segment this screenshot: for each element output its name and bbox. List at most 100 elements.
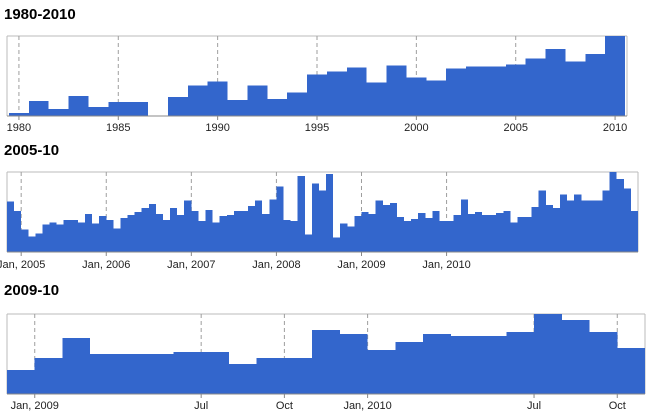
bar <box>84 214 93 252</box>
bar <box>505 64 526 116</box>
bar <box>367 350 396 394</box>
bar <box>228 364 257 394</box>
bar <box>418 213 426 252</box>
bar <box>439 221 447 252</box>
bar <box>113 228 121 252</box>
bar <box>525 58 546 116</box>
chart-2009-10: Jan, 2009 Jul Oct Jan, 2010 Jul Oct <box>6 313 646 412</box>
bar <box>395 342 424 394</box>
bar <box>56 224 64 252</box>
x-tick-label: Jan, 2007 <box>167 259 215 271</box>
bar <box>177 215 185 252</box>
x-tick-label: Jan, 2005 <box>0 259 45 271</box>
bar <box>205 209 213 252</box>
bar <box>386 65 407 116</box>
bar <box>585 53 606 116</box>
x-tick-label: Jan, 2009 <box>11 400 59 412</box>
bar <box>375 200 383 252</box>
bar <box>609 172 617 252</box>
bar <box>155 214 163 252</box>
bar <box>496 213 504 252</box>
chart-1980-2010: 1980 1985 1990 1995 2000 2005 2010 <box>6 35 628 134</box>
bar <box>616 179 624 252</box>
bar <box>226 215 234 252</box>
bar <box>70 220 78 252</box>
bar <box>460 199 468 252</box>
bar <box>326 174 334 252</box>
bar <box>423 334 451 394</box>
bar <box>167 97 188 116</box>
bar <box>326 71 347 116</box>
x-tick-label: 2005 <box>503 122 527 134</box>
bar <box>453 215 461 252</box>
bar <box>368 214 376 252</box>
chart-2005-10: Jan, 2005 Jan, 2006 Jan, 2007 Jan, 2008 Jan,… <box>0 171 639 271</box>
bar <box>466 66 486 116</box>
bar <box>34 358 63 394</box>
bar <box>21 229 29 252</box>
bar <box>283 220 291 252</box>
bar <box>340 223 348 252</box>
bar <box>478 336 507 394</box>
bar <box>589 332 618 394</box>
bar <box>233 210 241 252</box>
bar <box>128 102 149 116</box>
bar <box>304 234 312 252</box>
x-tick-label: 1985 <box>106 122 130 134</box>
x-tick-label: Jul <box>527 400 541 412</box>
bar <box>474 212 483 252</box>
bar <box>312 330 340 394</box>
bar <box>14 210 22 252</box>
bar <box>482 215 490 252</box>
bar <box>485 66 506 116</box>
bar <box>581 200 589 252</box>
x-tick-label: Oct <box>276 400 293 412</box>
bar <box>339 334 368 394</box>
bar <box>227 100 248 116</box>
x-tick-label: Jan, 2010 <box>343 400 391 412</box>
bar <box>106 220 114 252</box>
bar <box>201 352 229 394</box>
bar <box>432 210 440 252</box>
bar <box>262 214 270 252</box>
bar <box>531 206 539 252</box>
bar <box>284 358 313 394</box>
bar <box>361 212 369 252</box>
bar <box>552 207 561 252</box>
bar <box>425 218 433 252</box>
x-tick-label: 2000 <box>404 122 428 134</box>
x-tick-label: Jan, 2009 <box>337 259 385 271</box>
bar <box>207 81 228 116</box>
bar <box>62 338 91 394</box>
bar <box>354 216 362 252</box>
bar <box>565 61 586 116</box>
bar <box>134 212 142 252</box>
bar <box>198 221 206 252</box>
bar <box>247 85 268 116</box>
bar <box>333 237 341 252</box>
bar <box>68 96 89 116</box>
bar <box>248 205 256 252</box>
bar <box>426 80 447 116</box>
bar <box>28 101 49 116</box>
bar <box>290 221 298 252</box>
bar <box>117 354 146 394</box>
bar <box>90 354 118 394</box>
bar <box>219 216 227 252</box>
bar <box>406 77 427 116</box>
bar <box>48 109 69 116</box>
bar <box>595 200 603 252</box>
bar <box>276 186 284 252</box>
bar <box>240 210 249 252</box>
bar <box>255 200 263 252</box>
bar <box>588 200 596 252</box>
bar <box>467 214 475 252</box>
x-tick-label: Jul <box>194 400 208 412</box>
bar <box>99 216 107 252</box>
bar <box>617 348 645 394</box>
bar <box>8 113 29 116</box>
bar <box>256 358 285 394</box>
x-tick-label: Jan, 2010 <box>422 259 470 271</box>
bar <box>148 203 156 252</box>
x-tick-label: 2010 <box>603 122 627 134</box>
